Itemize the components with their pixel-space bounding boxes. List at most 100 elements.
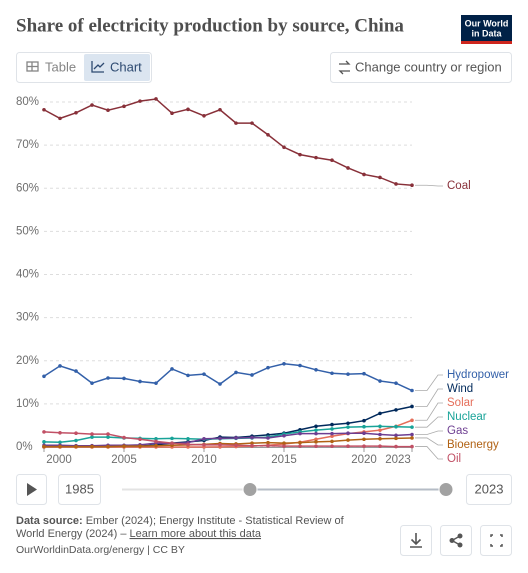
point [42,430,46,434]
point [202,114,206,118]
point [122,435,126,440]
point [362,418,366,423]
series-label: Solar [447,397,474,409]
point [138,444,142,448]
change-button[interactable] [330,52,512,83]
point [314,155,318,160]
label-connector [415,430,443,435]
point [122,104,126,109]
point [314,440,318,444]
point [138,437,142,442]
tab[interactable]: Chart [110,59,142,74]
point [90,432,94,436]
logo-bar [461,41,512,44]
source-line: Data source: Ember (2024); Energy Instit… [16,515,345,527]
point [202,372,206,376]
point [346,166,350,170]
point [330,158,334,163]
point [378,411,382,416]
timeline-handle[interactable] [242,482,258,497]
source-text: Ember (2024); Energy Institute - Statist… [86,515,345,527]
label-connector [415,184,443,187]
point [394,424,398,429]
point [282,145,286,150]
timeline-handle[interactable] [438,482,454,497]
share-button[interactable] [440,525,472,556]
chart-icon [91,61,105,73]
logo-text: Our World [465,18,509,28]
point [266,440,270,445]
point [266,132,270,137]
footer: OurWorldinData.org/energy | CC BY [16,544,185,556]
point [234,436,238,440]
label-connector [415,402,443,421]
source-link[interactable]: Learn more about this data [130,528,262,540]
series-line [43,98,413,186]
point [362,437,366,442]
point [154,437,158,441]
timeline-start-box[interactable] [58,474,101,505]
x-tick-label: 2020 [351,454,377,466]
timeline-start: 1985 [65,481,94,496]
point [74,444,78,449]
point [234,370,238,375]
point [74,431,78,436]
x-tick-label: 2023 [385,454,411,466]
fullscreen-button[interactable] [480,525,512,556]
point [394,408,398,412]
point [202,437,206,441]
point [218,107,222,112]
source-text: World Energy (2024) – [16,528,127,540]
point [90,381,94,385]
point [314,444,318,448]
point [314,437,318,442]
point [90,444,94,449]
y-tick-label: 70% [16,139,39,151]
point [202,443,206,447]
series-label: Gas [447,425,468,437]
point [154,97,158,101]
label-connector [415,374,443,391]
point [170,436,174,441]
point [410,436,414,440]
point [330,431,334,436]
plot: 0% 10% 20% 30% 40% 50% 60% 70% 80% 2000 2005 2010 20… [16,96,509,466]
x-tick-label: 2015 [271,454,297,466]
point [410,425,414,429]
point [362,371,366,376]
y-tick-label: 60% [16,182,39,194]
tab[interactable]: Table [45,59,76,74]
point [410,404,414,409]
point [42,107,46,112]
point [330,371,334,376]
point [106,435,110,439]
share-icon [449,533,463,548]
point [282,433,286,438]
point [378,428,382,432]
point [282,444,286,448]
point [362,444,366,448]
point [58,364,62,368]
x-tick-label: 2000 [46,454,72,466]
point [378,175,382,180]
point [74,438,78,443]
logo[interactable] [461,15,512,44]
point [58,116,62,121]
point [58,440,62,445]
timeline-end: 2023 [475,481,504,496]
point [314,368,318,372]
point [90,103,94,107]
point [154,439,158,444]
point [314,428,318,432]
timeline-end-box[interactable] [466,474,512,505]
point [330,422,334,427]
point [186,373,190,378]
label-connector [415,437,443,446]
point [74,110,78,115]
source-label: Data source: [16,515,83,527]
x-tick-label: 2005 [111,454,137,466]
point [186,442,190,447]
point [154,381,158,385]
point [346,421,350,426]
point [282,361,286,366]
